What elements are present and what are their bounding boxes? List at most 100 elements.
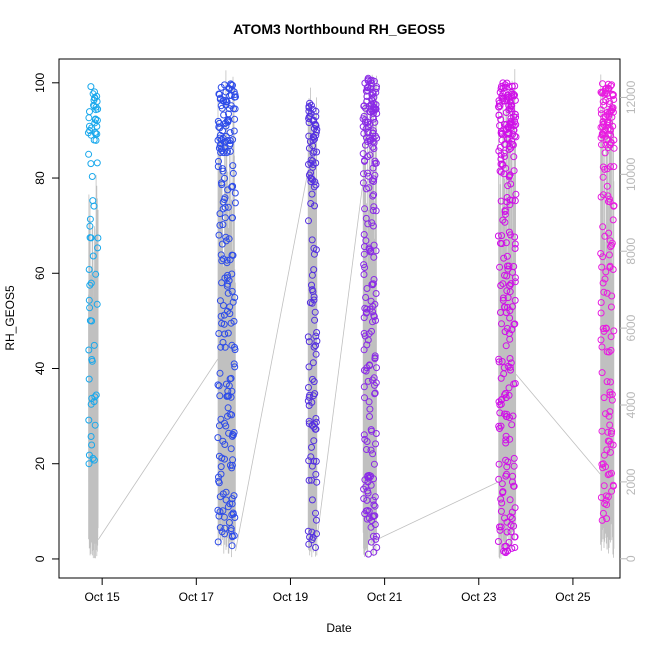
data-point — [606, 119, 613, 127]
data-point — [87, 400, 95, 408]
data-point — [371, 521, 379, 528]
data-point — [601, 275, 609, 283]
data-point — [85, 266, 93, 273]
data-point — [501, 153, 508, 160]
data-point — [501, 410, 508, 418]
data-point — [603, 119, 611, 127]
data-point — [598, 141, 605, 149]
data-point — [497, 116, 505, 123]
data-point — [606, 437, 613, 445]
data-point — [605, 251, 613, 259]
data-point — [501, 391, 509, 399]
data-point — [230, 127, 238, 135]
altitude-transit-line — [235, 170, 309, 552]
data-point — [86, 281, 94, 289]
data-point — [364, 487, 371, 495]
data-point — [599, 279, 607, 287]
data-point — [215, 477, 223, 485]
data-point — [606, 388, 614, 396]
data-point — [372, 101, 380, 109]
data-point — [220, 320, 228, 328]
data-point — [511, 296, 519, 304]
data-point — [372, 430, 380, 437]
data-point — [506, 355, 514, 362]
data-point — [225, 519, 233, 526]
series-flight1 — [84, 83, 102, 468]
data-point — [507, 521, 515, 529]
data-point — [224, 503, 232, 511]
data-point — [361, 435, 369, 443]
data-point — [503, 272, 511, 280]
data-point — [503, 252, 511, 260]
data-point — [218, 240, 226, 248]
data-point — [359, 179, 367, 187]
data-point — [312, 246, 320, 254]
data-point — [221, 174, 228, 182]
data-point — [85, 375, 93, 383]
data-point — [94, 244, 102, 252]
data-point — [309, 533, 317, 541]
data-point — [503, 198, 511, 206]
data-point — [371, 157, 379, 165]
data-point — [313, 337, 321, 345]
data-point — [362, 141, 369, 149]
data-point — [228, 183, 236, 191]
data-point — [304, 397, 312, 405]
y2-tick-label: 0 — [624, 555, 638, 562]
data-point — [601, 127, 609, 135]
data-point — [501, 208, 509, 215]
data-point — [371, 355, 379, 363]
data-point — [92, 106, 100, 114]
data-point — [359, 123, 367, 131]
data-point — [600, 288, 608, 296]
y-tick-label: 40 — [33, 362, 47, 376]
data-point — [224, 117, 232, 125]
data-point — [365, 398, 373, 406]
data-point — [507, 144, 515, 152]
data-point — [602, 324, 610, 332]
data-point — [511, 91, 518, 99]
data-point — [228, 251, 236, 259]
data-point — [367, 79, 375, 87]
data-point — [366, 413, 373, 420]
data-point — [216, 131, 224, 139]
data-point — [227, 319, 235, 327]
data-point — [371, 118, 379, 126]
data-point — [228, 270, 236, 278]
data-point — [226, 310, 234, 318]
data-point — [510, 153, 518, 161]
data-point — [506, 314, 514, 322]
data-point — [309, 149, 317, 157]
data-point — [231, 199, 239, 207]
data-point — [498, 499, 506, 507]
data-point — [228, 287, 236, 295]
data-point — [310, 392, 317, 400]
data-point — [609, 108, 617, 116]
data-point — [512, 113, 520, 121]
data-point — [224, 387, 232, 395]
data-point — [610, 144, 618, 152]
data-point — [598, 343, 606, 351]
y-tick-label: 60 — [33, 266, 47, 280]
data-point — [597, 106, 605, 114]
data-point — [310, 266, 318, 274]
data-point — [503, 287, 511, 295]
data-point — [606, 237, 614, 245]
data-point — [506, 513, 514, 521]
data-point — [218, 165, 226, 173]
y2-tick-label: 4000 — [624, 391, 638, 418]
data-point — [364, 169, 372, 177]
data-point — [86, 304, 94, 312]
data-point — [505, 262, 513, 270]
data-point — [215, 231, 223, 239]
data-point — [309, 133, 317, 140]
data-point — [371, 104, 379, 112]
data-point — [497, 507, 505, 515]
data-point — [216, 493, 224, 501]
data-point — [227, 527, 235, 535]
data-point — [85, 460, 93, 468]
data-point — [312, 350, 320, 358]
data-point — [368, 327, 375, 335]
data-point — [609, 216, 617, 224]
data-point — [370, 501, 378, 509]
